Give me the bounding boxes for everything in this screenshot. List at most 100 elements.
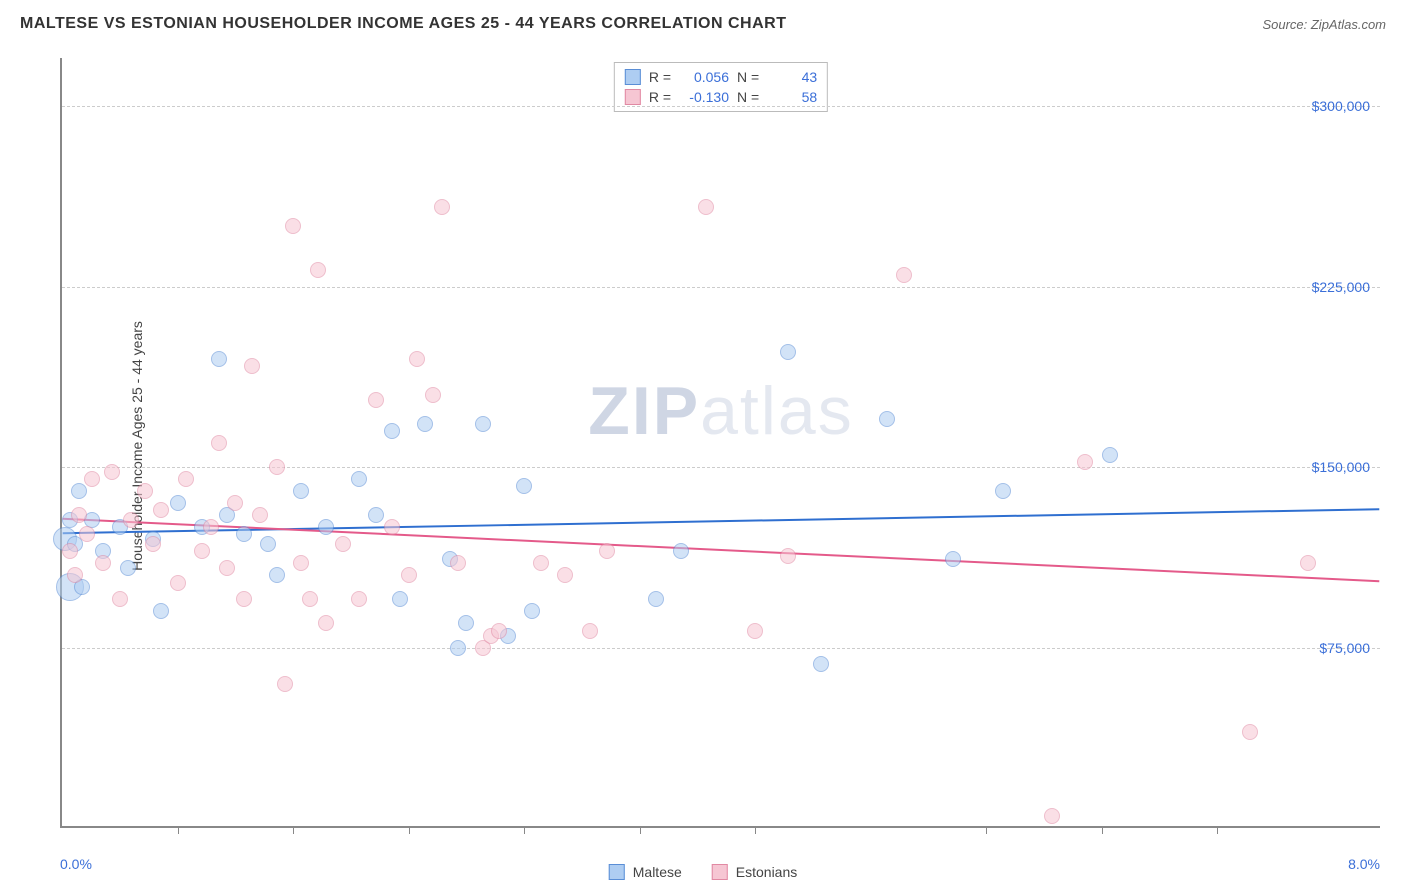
gridline [62,287,1380,288]
x-tick [640,826,641,834]
data-point [1242,724,1258,740]
data-point [401,567,417,583]
r-label: R = [649,89,671,105]
legend-label: Maltese [633,864,682,880]
series-swatch [625,69,641,85]
x-tick [409,826,410,834]
gridline [62,648,1380,649]
data-point [293,483,309,499]
data-point [178,471,194,487]
data-point [673,543,689,559]
data-point [67,567,83,583]
data-point [95,555,111,571]
r-value: 0.056 [679,69,729,85]
x-tick [178,826,179,834]
data-point [84,471,100,487]
data-point [302,591,318,607]
data-point [648,591,664,607]
data-point [458,615,474,631]
x-axis-min-label: 0.0% [60,856,92,872]
data-point [236,591,252,607]
data-point [293,555,309,571]
data-point [491,623,507,639]
data-point [260,536,276,552]
source-label: Source: ZipAtlas.com [1262,17,1386,32]
data-point [747,623,763,639]
data-point [434,199,450,215]
data-point [417,416,433,432]
stats-row: R = 0.056 N = 43 [625,67,817,87]
r-label: R = [649,69,671,85]
data-point [475,416,491,432]
data-point [698,199,714,215]
legend-swatch [712,864,728,880]
data-point [71,507,87,523]
x-tick [755,826,756,834]
data-point [896,267,912,283]
data-point [450,640,466,656]
n-value: 58 [767,89,817,105]
data-point [252,507,268,523]
data-point [384,423,400,439]
stats-row: R = -0.130 N = 58 [625,87,817,107]
watermark: ZIPatlas [588,372,853,450]
x-tick [986,826,987,834]
y-tick-label: $300,000 [1312,98,1370,114]
x-tick [293,826,294,834]
data-point [599,543,615,559]
legend-swatch [609,864,625,880]
data-point [945,551,961,567]
trend-lines [62,58,1380,826]
data-point [112,591,128,607]
correlation-stats-box: R = 0.056 N = 43 R = -0.130 N = 58 [614,62,828,112]
data-point [285,218,301,234]
watermark-prefix: ZIP [588,373,700,449]
data-point [211,351,227,367]
data-point [533,555,549,571]
data-point [1300,555,1316,571]
data-point [351,591,367,607]
scatter-plot-area: ZIPatlas R = 0.056 N = 43 R = -0.130 N = 58 $75… [60,58,1380,828]
data-point [277,676,293,692]
data-point [368,392,384,408]
data-point [123,512,139,528]
gridline [62,467,1380,468]
data-point [318,519,334,535]
y-tick-label: $225,000 [1312,279,1370,295]
chart-title: MALTESE VS ESTONIAN HOUSEHOLDER INCOME A… [20,15,786,33]
data-point [194,543,210,559]
data-point [71,483,87,499]
data-point [368,507,384,523]
series-swatch [625,89,641,105]
watermark-suffix: atlas [700,373,854,449]
data-point [995,483,1011,499]
data-point [1044,808,1060,824]
n-value: 43 [767,69,817,85]
data-point [879,411,895,427]
trend-line [63,519,1380,581]
data-point [780,344,796,360]
data-point [384,519,400,535]
data-point [62,543,78,559]
x-tick [1217,826,1218,834]
chart-legend: MalteseEstonians [609,864,798,880]
r-value: -0.130 [679,89,729,105]
y-tick-label: $75,000 [1319,640,1370,656]
legend-item: Maltese [609,864,682,880]
gridline [62,106,1380,107]
data-point [211,435,227,451]
data-point [79,526,95,542]
x-axis-max-label: 8.0% [1348,856,1380,872]
data-point [203,519,219,535]
data-point [425,387,441,403]
data-point [524,603,540,619]
data-point [137,483,153,499]
data-point [392,591,408,607]
data-point [269,567,285,583]
n-label: N = [737,69,759,85]
n-label: N = [737,89,759,105]
data-point [227,495,243,511]
data-point [813,656,829,672]
data-point [1102,447,1118,463]
data-point [310,262,326,278]
